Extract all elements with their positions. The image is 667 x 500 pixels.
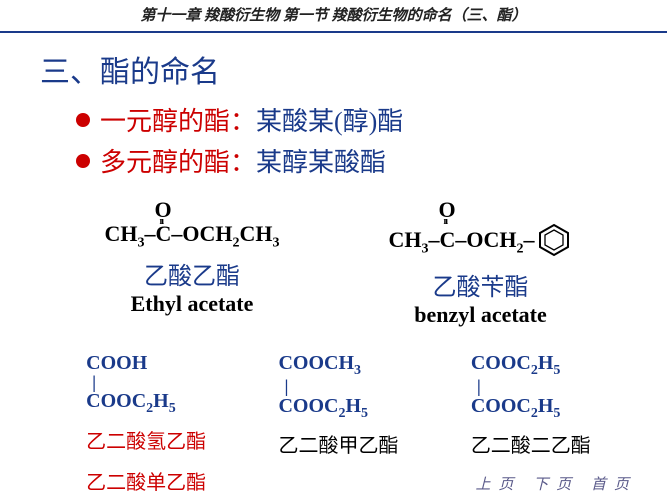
diester-1-line1: COOH [86, 352, 206, 374]
benzene-icon [535, 223, 573, 261]
bullet-icon [76, 154, 90, 168]
diester-2-name1: 乙二酸甲乙酯 [278, 429, 398, 458]
bullet-head-2: 多元醇的酯： [100, 142, 256, 179]
diester-3-line1: COOC2H5 [471, 352, 591, 378]
bullet-tail-2: 某醇某酸酯 [256, 142, 386, 179]
nav-footer[interactable]: 上页 下页 首页 [475, 473, 637, 494]
structure-ethyl-acetate: O ıı CH3–C–OCH2CH3 乙酸乙酯 Ethyl acetate [104, 201, 279, 328]
carbonyl-o-2: O [438, 199, 455, 221]
diester-1-line2: COOC2H5 [86, 390, 206, 416]
name-en-1: Ethyl acetate [104, 291, 279, 317]
carbonyl-o-1: O [154, 199, 171, 221]
diester-3-line2: COOC2H5 [471, 395, 591, 421]
formula-1: O ıı CH3–C–OCH2CH3 [104, 201, 279, 250]
double-bond-2: ıı [443, 217, 447, 227]
diester-1-name1: 乙二酸氢乙酯 [86, 425, 206, 454]
structures-row: O ıı CH3–C–OCH2CH3 乙酸乙酯 Ethyl acetate O … [40, 201, 637, 328]
vbar-1: | [86, 374, 206, 390]
bullet-row-1: 一元醇的酯： 某酸某(醇)酯 [76, 101, 637, 138]
vbar-2: | [278, 378, 398, 394]
main-content: 三、酯的命名 一元醇的酯： 某酸某(醇)酯 多元醇的酯： 某醇某酸酯 O ıı … [0, 33, 667, 495]
name-cn-2: 乙酸苄酯 [388, 267, 572, 302]
chapter-header: 第十一章 羧酸衍生物 第一节 羧酸衍生物的命名（三、酯） [0, 0, 667, 33]
diester-2-line1: COOCH3 [278, 352, 398, 378]
structure-benzyl-acetate: O ıı CH3–C–OCH2– 乙酸苄酯 benzyl acetate [388, 201, 572, 328]
bullet-tail-1: 某酸某(醇)酯 [256, 101, 403, 138]
diester-3-name1: 乙二酸二乙酯 [471, 429, 591, 458]
formula-2: O ıı CH3–C–OCH2– [388, 201, 572, 261]
name-en-2: benzyl acetate [388, 302, 572, 328]
section-title: 三、酯的命名 [40, 47, 637, 91]
bullet-icon [76, 113, 90, 127]
vbar-3: | [471, 378, 591, 394]
double-bond-1: ıı [159, 217, 163, 227]
name-cn-1: 乙酸乙酯 [104, 256, 279, 291]
diester-2: COOCH3 | COOC2H5 乙二酸甲乙酯 [278, 352, 398, 495]
diester-2-line2: COOC2H5 [278, 395, 398, 421]
diester-1-name2: 乙二酸单乙酯 [86, 466, 206, 495]
diester-1: COOH | COOC2H5 乙二酸氢乙酯 乙二酸单乙酯 [86, 352, 206, 495]
bullet-row-2: 多元醇的酯： 某醇某酸酯 [76, 142, 637, 179]
bullet-head-1: 一元醇的酯： [100, 101, 256, 138]
